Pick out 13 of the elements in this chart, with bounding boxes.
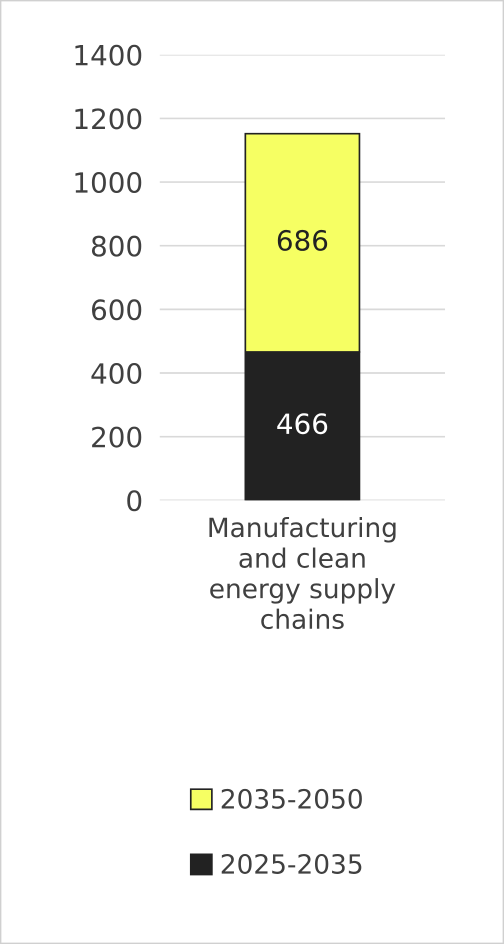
- y-tick-label: 200: [92, 426, 142, 448]
- legend-label: 2025-2035: [222, 854, 362, 874]
- y-tick-label: 0: [127, 490, 142, 512]
- legend-label: 2035-2050: [222, 788, 362, 809]
- y-tick-label: 800: [92, 236, 142, 257]
- data-label: 686: [278, 230, 328, 251]
- y-tick-label: 400: [91, 362, 142, 384]
- y-tick-label: 1400: [75, 44, 142, 66]
- data-label: 466: [277, 413, 328, 434]
- y-tick-label: 600: [92, 299, 142, 320]
- x-tick-label: Manufacturing and clean energy supply chains: [209, 516, 396, 630]
- y-tick-label: 1000: [75, 172, 142, 194]
- y-tick-label: 1200: [75, 108, 142, 130]
